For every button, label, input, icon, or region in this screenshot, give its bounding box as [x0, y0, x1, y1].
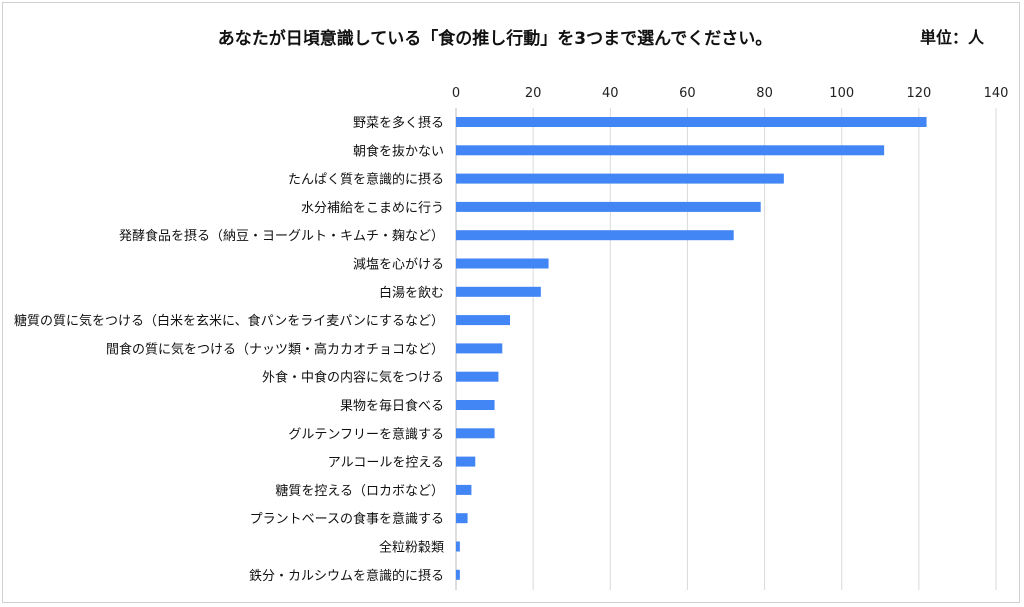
bar [456, 230, 734, 241]
x-tick-label: 120 [906, 86, 931, 101]
bar [456, 201, 761, 212]
bar [456, 484, 472, 495]
chart-title: あなたが日頃意識している「食の推し行動」を3つまで選んでください。 [217, 29, 773, 49]
category-label: 果物を毎日食べる [340, 398, 444, 414]
bar [456, 371, 499, 382]
category-label: 発酵食品を摂る（納豆・ヨーグルト・キムチ・麹など） [119, 228, 444, 244]
category-label: 野菜を多く摂る [353, 115, 444, 131]
bar [456, 145, 885, 156]
bar [456, 513, 468, 524]
bar [456, 286, 541, 297]
bar [456, 258, 549, 269]
bar [456, 400, 495, 410]
x-tick-label: 60 [679, 86, 696, 101]
x-tick-label: 100 [829, 86, 854, 101]
x-tick-label: 140 [984, 86, 1009, 101]
category-label: 間食の質に気をつける（ナッツ類・高カカオチョコなど） [106, 341, 444, 357]
category-label: 水分補給をこまめに行う [301, 201, 444, 216]
x-tick-label: 80 [756, 86, 773, 101]
category-label: 白湯を飲む [379, 285, 444, 301]
category-label: グルテンフリーを意識する [288, 426, 444, 442]
bar [456, 315, 510, 326]
bar [456, 343, 503, 354]
category-label: アルコールを控える [328, 456, 444, 471]
bar [456, 569, 460, 580]
category-label: 朝食を抜かない [353, 143, 444, 159]
x-tick-label: 40 [602, 86, 619, 101]
unit-label: 単位：人 [920, 28, 985, 47]
category-label: 外食・中食の内容に気をつける [262, 370, 444, 386]
bar [456, 541, 460, 552]
category-label: 減塩を心がける [353, 257, 444, 273]
bar [456, 117, 927, 127]
category-label: 全粒粉穀類 [379, 540, 444, 556]
bar [456, 173, 784, 184]
category-label: たんぱく質を意識的に摂る [288, 172, 444, 188]
bar [456, 456, 476, 467]
x-tick-label: 0 [452, 86, 460, 101]
category-label: プラントベースの食事を意識する [250, 511, 444, 527]
x-tick-label: 20 [525, 86, 542, 101]
bar [456, 428, 495, 439]
category-label: 糖質を控える（ロカボなど） [275, 483, 444, 499]
category-label: 鉄分・カルシウムを意識的に摂る [249, 568, 444, 584]
category-label: 糖質の質に気をつける（白米を玄米に、食パンをライ麦パンにするなど） [14, 313, 444, 329]
